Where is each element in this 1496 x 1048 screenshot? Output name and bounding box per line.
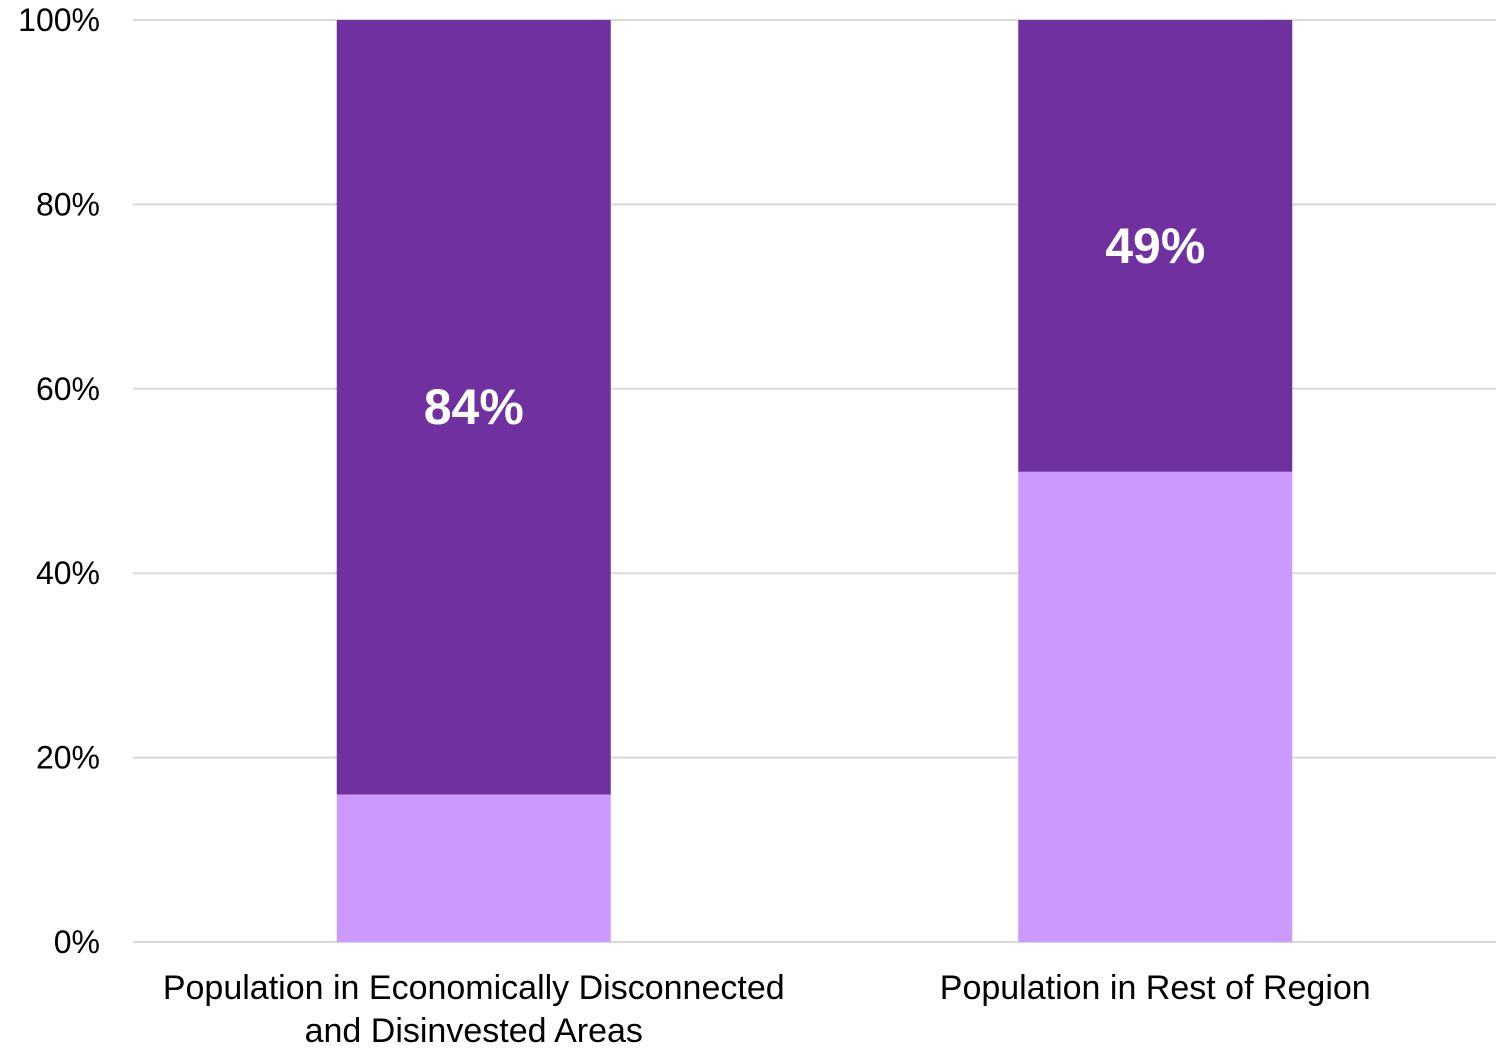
x-category-label: Population in Rest of Region (940, 969, 1371, 1007)
bar-segment (1018, 471, 1293, 942)
bars (336, 20, 1293, 942)
y-tick-label: 100% (18, 2, 100, 38)
y-tick-label: 0% (54, 924, 100, 960)
x-category-label: and Disinvested Areas (305, 1012, 643, 1048)
x-axis-category-labels: Population in Economically Disconnected a… (163, 969, 1371, 1048)
data-labels: 84% 49% (424, 218, 1206, 435)
y-tick-label: 60% (36, 371, 100, 407)
bar-segment (336, 20, 611, 795)
y-axis-tick-labels: 0% 20% 40% 60% 80% 100% (18, 2, 100, 960)
y-tick-label: 40% (36, 555, 100, 591)
bar-segment (336, 794, 611, 942)
y-tick-label: 80% (36, 186, 100, 222)
bar-segment (1018, 20, 1293, 472)
data-label: 49% (1105, 218, 1205, 274)
x-category-label: Population in Economically Disconnected (163, 969, 785, 1007)
y-tick-label: 20% (36, 740, 100, 776)
data-label: 84% (424, 379, 524, 435)
